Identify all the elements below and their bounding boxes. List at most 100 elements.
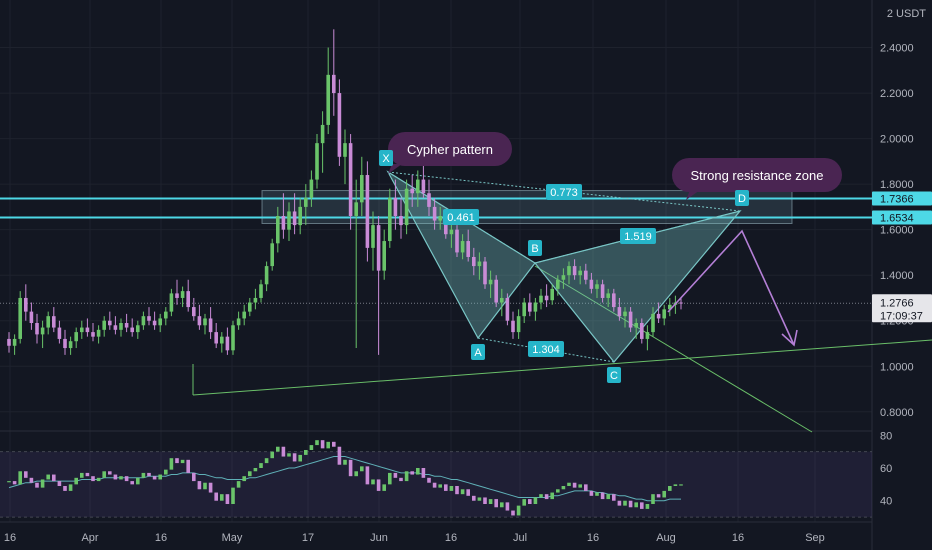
candle-body[interactable]: [192, 307, 196, 317]
candle-body[interactable]: [584, 270, 588, 280]
candle-body[interactable]: [147, 316, 151, 321]
candle-body[interactable]: [421, 179, 426, 194]
candle-body[interactable]: [567, 266, 571, 276]
candle-body[interactable]: [287, 211, 291, 230]
candle-body[interactable]: [309, 179, 314, 198]
candle-body[interactable]: [399, 216, 403, 226]
candle-body[interactable]: [136, 325, 140, 333]
candle-body[interactable]: [354, 202, 358, 216]
candle-body[interactable]: [539, 295, 543, 303]
candle-body[interactable]: [365, 175, 370, 248]
candle-body[interactable]: [522, 302, 526, 317]
candle-body[interactable]: [119, 323, 123, 330]
candle-body[interactable]: [141, 316, 146, 326]
candle-body[interactable]: [348, 143, 353, 216]
candle-body[interactable]: [505, 297, 510, 321]
candle-body[interactable]: [589, 279, 594, 289]
candle-body[interactable]: [427, 193, 431, 207]
candle-body[interactable]: [74, 332, 78, 342]
candle-body[interactable]: [320, 124, 325, 144]
candle-body[interactable]: [7, 338, 11, 346]
candle-body[interactable]: [595, 284, 599, 289]
candle-body[interactable]: [29, 311, 34, 323]
candle-body[interactable]: [203, 318, 207, 326]
candle-body[interactable]: [410, 188, 414, 194]
candle-body[interactable]: [544, 295, 549, 301]
candle-body[interactable]: [404, 188, 409, 226]
candle-body[interactable]: [276, 216, 280, 244]
candle-body[interactable]: [214, 332, 218, 344]
candle-body[interactable]: [236, 318, 241, 326]
candle-body[interactable]: [102, 320, 106, 330]
candle-body[interactable]: [208, 318, 213, 333]
candle-body[interactable]: [186, 291, 190, 308]
candle-body[interactable]: [382, 241, 386, 271]
candle-body[interactable]: [444, 216, 448, 235]
candle-body[interactable]: [113, 325, 118, 330]
candle-body[interactable]: [550, 288, 554, 301]
candle-body[interactable]: [578, 270, 582, 276]
candle-body[interactable]: [662, 309, 666, 319]
candle-body[interactable]: [572, 266, 577, 276]
candle-body[interactable]: [231, 325, 235, 351]
candle-body[interactable]: [606, 293, 610, 298]
candle-body[interactable]: [292, 211, 297, 226]
candle-body[interactable]: [175, 293, 179, 298]
candle-body[interactable]: [80, 327, 84, 333]
candle-body[interactable]: [180, 291, 185, 298]
candle-body[interactable]: [253, 297, 258, 303]
candle-body[interactable]: [24, 297, 28, 312]
candle-body[interactable]: [304, 197, 308, 207]
candle-body[interactable]: [623, 311, 627, 317]
candle-body[interactable]: [298, 206, 302, 226]
candle-body[interactable]: [360, 175, 364, 203]
candle-body[interactable]: [281, 216, 286, 230]
candle-body[interactable]: [455, 229, 459, 253]
candle-body[interactable]: [533, 302, 538, 312]
candle-body[interactable]: [35, 323, 39, 335]
candle-body[interactable]: [130, 327, 134, 333]
candle-body[interactable]: [248, 302, 252, 312]
candle-body[interactable]: [488, 279, 493, 285]
candle-body[interactable]: [91, 332, 95, 337]
candle-body[interactable]: [52, 316, 56, 328]
candle-body[interactable]: [18, 297, 22, 339]
candle-body[interactable]: [169, 293, 174, 312]
candle-body[interactable]: [197, 316, 202, 326]
candle-body[interactable]: [472, 256, 476, 267]
candle-body[interactable]: [63, 338, 67, 349]
candle-body[interactable]: [332, 74, 336, 94]
candle-body[interactable]: [96, 329, 101, 337]
candle-body[interactable]: [645, 332, 650, 339]
candle-body[interactable]: [466, 241, 470, 257]
candle-body[interactable]: [528, 302, 532, 312]
candle-body[interactable]: [259, 284, 263, 298]
candle-body[interactable]: [651, 313, 655, 333]
candle-body[interactable]: [264, 266, 269, 285]
candle-body[interactable]: [438, 216, 442, 221]
candle-body[interactable]: [449, 229, 454, 235]
candle-body[interactable]: [628, 311, 633, 328]
candle-body[interactable]: [242, 311, 246, 319]
candle-body[interactable]: [617, 307, 622, 317]
candle-body[interactable]: [40, 327, 45, 335]
candle-body[interactable]: [477, 261, 482, 267]
candle-body[interactable]: [371, 225, 375, 248]
candle-body[interactable]: [668, 304, 672, 310]
candle-body[interactable]: [158, 318, 162, 326]
candle-body[interactable]: [511, 320, 515, 333]
price-axis[interactable]: 2 USDT 2.4000 2.2000 2.0000 1.8000 1.6000 1.40…: [872, 8, 932, 508]
candle-body[interactable]: [483, 261, 487, 285]
candle-body[interactable]: [57, 327, 62, 339]
candle-body[interactable]: [556, 279, 560, 289]
candle-body[interactable]: [46, 316, 50, 328]
candle-body[interactable]: [656, 313, 661, 319]
candle-body[interactable]: [679, 302, 683, 304]
candle-body[interactable]: [612, 293, 616, 308]
candle-body[interactable]: [315, 143, 319, 180]
candle-body[interactable]: [516, 316, 521, 333]
candle-body[interactable]: [225, 336, 230, 351]
candle-body[interactable]: [494, 279, 498, 303]
candle-body[interactable]: [561, 275, 566, 280]
